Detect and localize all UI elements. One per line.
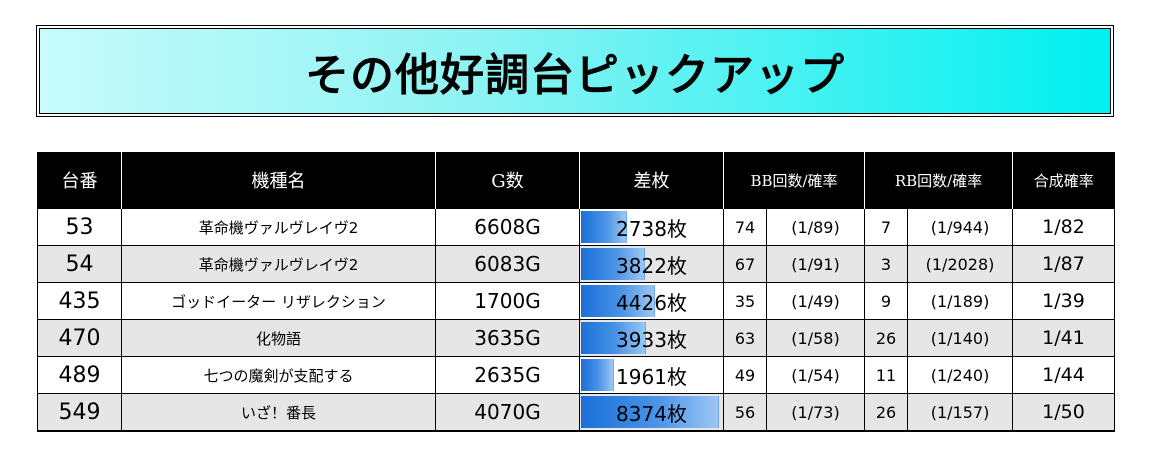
cell-combined: 1/44 xyxy=(1012,356,1116,394)
cell-bb-rate: (1/49) xyxy=(765,282,866,320)
cell-combined: 1/50 xyxy=(1012,393,1116,432)
header-unit: 台番 xyxy=(37,152,122,209)
diff-value: 1961枚 xyxy=(616,364,687,389)
table-row: 53 革命機ヴァルヴレイヴ2 6608G 2738枚 74 (1/89) 7 (1/944) 1… xyxy=(37,208,1116,246)
cell-diff: 3933枚 xyxy=(579,319,724,357)
cell-machine: ゴッドイーター リザレクション xyxy=(121,282,436,320)
cell-rb-count: 7 xyxy=(864,208,909,246)
diff-value: 2738枚 xyxy=(616,216,687,241)
cell-unit: 435 xyxy=(37,282,122,320)
page-title: その他好調台ピックアップ xyxy=(305,50,845,101)
diff-bar xyxy=(581,322,647,354)
cell-rb-rate: (1/140) xyxy=(907,319,1014,357)
cell-rb-count: 9 xyxy=(864,282,909,320)
diff-bar xyxy=(581,359,615,391)
diff-bar xyxy=(581,211,627,243)
cell-diff: 1961枚 xyxy=(579,356,724,394)
cell-rb-rate: (1/189) xyxy=(907,282,1014,320)
cell-machine: 七つの魔剣が支配する xyxy=(121,356,436,394)
cell-machine: 革命機ヴァルヴレイヴ2 xyxy=(121,245,436,283)
pickup-table: 台番 機種名 G数 差枚 BB回数/確率 RB回数/確率 合成確率 53 革命機ヴ… xyxy=(37,152,1116,432)
cell-rb-rate: (1/944) xyxy=(907,208,1014,246)
cell-bb-count: 35 xyxy=(723,282,767,320)
cell-bb-count: 49 xyxy=(723,356,767,394)
diff-value: 3822枚 xyxy=(616,253,687,278)
cell-bb-rate: (1/54) xyxy=(765,356,866,394)
header-diff: 差枚 xyxy=(579,152,724,209)
cell-games: 6083G xyxy=(435,245,580,283)
cell-diff: 3822枚 xyxy=(579,245,724,283)
diff-value: 4426枚 xyxy=(616,290,687,315)
header-combined: 合成確率 xyxy=(1012,152,1115,209)
table-row: 489 七つの魔剣が支配する 2635G 1961枚 49 (1/54) 11 (1/240)… xyxy=(37,356,1116,394)
cell-unit: 489 xyxy=(37,356,122,394)
cell-rb-count: 26 xyxy=(864,319,909,357)
cell-diff: 8374枚 xyxy=(579,393,724,432)
cell-rb-rate: (1/157) xyxy=(907,393,1014,432)
table-header-row: 台番 機種名 G数 差枚 BB回数/確率 RB回数/確率 合成確率 xyxy=(37,152,1115,209)
cell-machine: いざ！番長 xyxy=(121,393,436,432)
cell-diff: 2738枚 xyxy=(579,208,724,246)
header-machine: 機種名 xyxy=(121,152,436,209)
cell-unit: 470 xyxy=(37,319,122,357)
cell-rb-count: 11 xyxy=(864,356,909,394)
cell-bb-count: 67 xyxy=(723,245,767,283)
diff-bar xyxy=(581,285,655,317)
cell-games: 4070G xyxy=(435,393,580,432)
header-bb: BB回数/確率 xyxy=(722,152,865,209)
cell-machine: 革命機ヴァルヴレイヴ2 xyxy=(121,208,436,246)
cell-unit: 53 xyxy=(37,208,122,246)
table-row: 435 ゴッドイーター リザレクション 1700G 4426枚 35 (1/49) 9 (1/… xyxy=(37,282,1116,320)
cell-bb-rate: (1/58) xyxy=(765,319,866,357)
diff-value: 3933枚 xyxy=(616,327,687,352)
cell-combined: 1/82 xyxy=(1012,208,1116,246)
header-rb: RB回数/確率 xyxy=(864,152,1013,209)
cell-rb-rate: (1/240) xyxy=(907,356,1014,394)
cell-rb-count: 26 xyxy=(864,393,909,432)
table-row: 470 化物語 3635G 3933枚 63 (1/58) 26 (1/140) 1/41 xyxy=(37,319,1116,357)
cell-rb-rate: (1/2028) xyxy=(907,245,1014,283)
cell-machine: 化物語 xyxy=(121,319,436,357)
cell-unit: 54 xyxy=(37,245,122,283)
cell-games: 2635G xyxy=(435,356,580,394)
cell-unit: 549 xyxy=(37,393,122,432)
cell-bb-rate: (1/89) xyxy=(765,208,866,246)
diff-value: 8374枚 xyxy=(616,401,687,426)
cell-diff: 4426枚 xyxy=(579,282,724,320)
cell-combined: 1/39 xyxy=(1012,282,1116,320)
table-row: 549 いざ！番長 4070G 8374枚 56 (1/73) 26 (1/157) 1/50 xyxy=(37,393,1116,432)
diff-bar xyxy=(581,248,645,280)
table-row: 54 革命機ヴァルヴレイヴ2 6083G 3822枚 67 (1/91) 3 (1/2028)… xyxy=(37,245,1116,283)
diff-bar xyxy=(581,396,720,428)
cell-bb-count: 56 xyxy=(723,393,767,432)
title-banner-inner: その他好調台ピックアップ xyxy=(39,28,1111,114)
header-games: G数 xyxy=(435,152,580,209)
cell-games: 1700G xyxy=(435,282,580,320)
cell-games: 3635G xyxy=(435,319,580,357)
cell-rb-count: 3 xyxy=(864,245,909,283)
cell-combined: 1/41 xyxy=(1012,319,1116,357)
cell-bb-rate: (1/73) xyxy=(765,393,866,432)
cell-bb-rate: (1/91) xyxy=(765,245,866,283)
title-banner: その他好調台ピックアップ xyxy=(36,25,1114,117)
cell-bb-count: 74 xyxy=(723,208,767,246)
cell-games: 6608G xyxy=(435,208,580,246)
cell-combined: 1/87 xyxy=(1012,245,1116,283)
cell-bb-count: 63 xyxy=(723,319,767,357)
